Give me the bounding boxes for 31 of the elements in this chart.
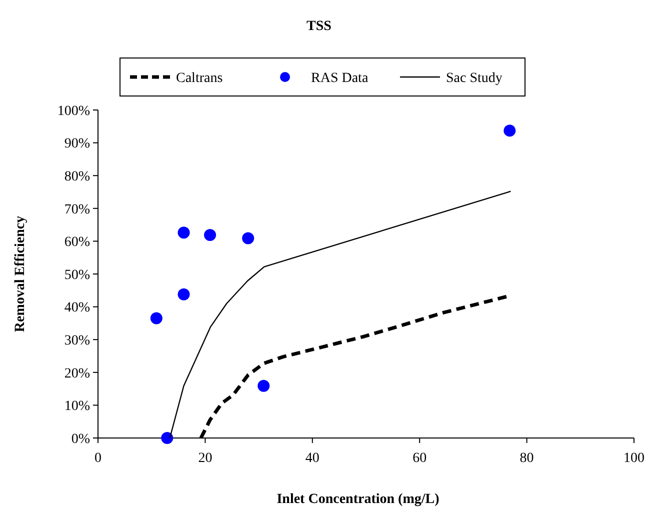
point <box>242 232 254 244</box>
point <box>178 288 190 300</box>
point <box>150 312 162 324</box>
y-axis-title: Removal Efficiency <box>13 216 28 332</box>
y-tick-label: 30% <box>64 334 90 348</box>
x-tick-label: 100 <box>624 451 644 466</box>
x-tick-label: 40 <box>305 451 320 466</box>
y-tick-label: 60% <box>64 235 90 250</box>
y-tick-label: 50% <box>64 268 90 283</box>
chart-title: TSS <box>306 19 332 34</box>
y-tick-label: 70% <box>64 202 90 218</box>
y-tick-label: 0% <box>71 432 90 447</box>
y-tick-label: 20% <box>64 366 90 382</box>
point <box>204 228 216 241</box>
legend-label: Sac Study <box>446 70 502 86</box>
point <box>258 380 270 392</box>
point <box>178 226 190 239</box>
y-tick-label: 90% <box>64 136 90 152</box>
legend-label: RAS Data <box>311 70 369 86</box>
x-tick-label: 80 <box>520 451 534 466</box>
y-tick-label: 10% <box>64 399 90 414</box>
y-tick-label: 80% <box>64 170 90 184</box>
x-tick-label: 20 <box>198 451 212 466</box>
x-axis-title: Inlet Concentration (mg/L) <box>276 492 440 507</box>
y-tick-label: 40% <box>64 300 90 316</box>
point <box>504 124 516 137</box>
x-tick-label: 0 <box>94 451 102 466</box>
y-tick-label: 100% <box>57 104 90 119</box>
point <box>161 432 174 444</box>
legend-label: Caltrans <box>176 70 223 86</box>
x-tick-label: 60 <box>412 451 427 466</box>
